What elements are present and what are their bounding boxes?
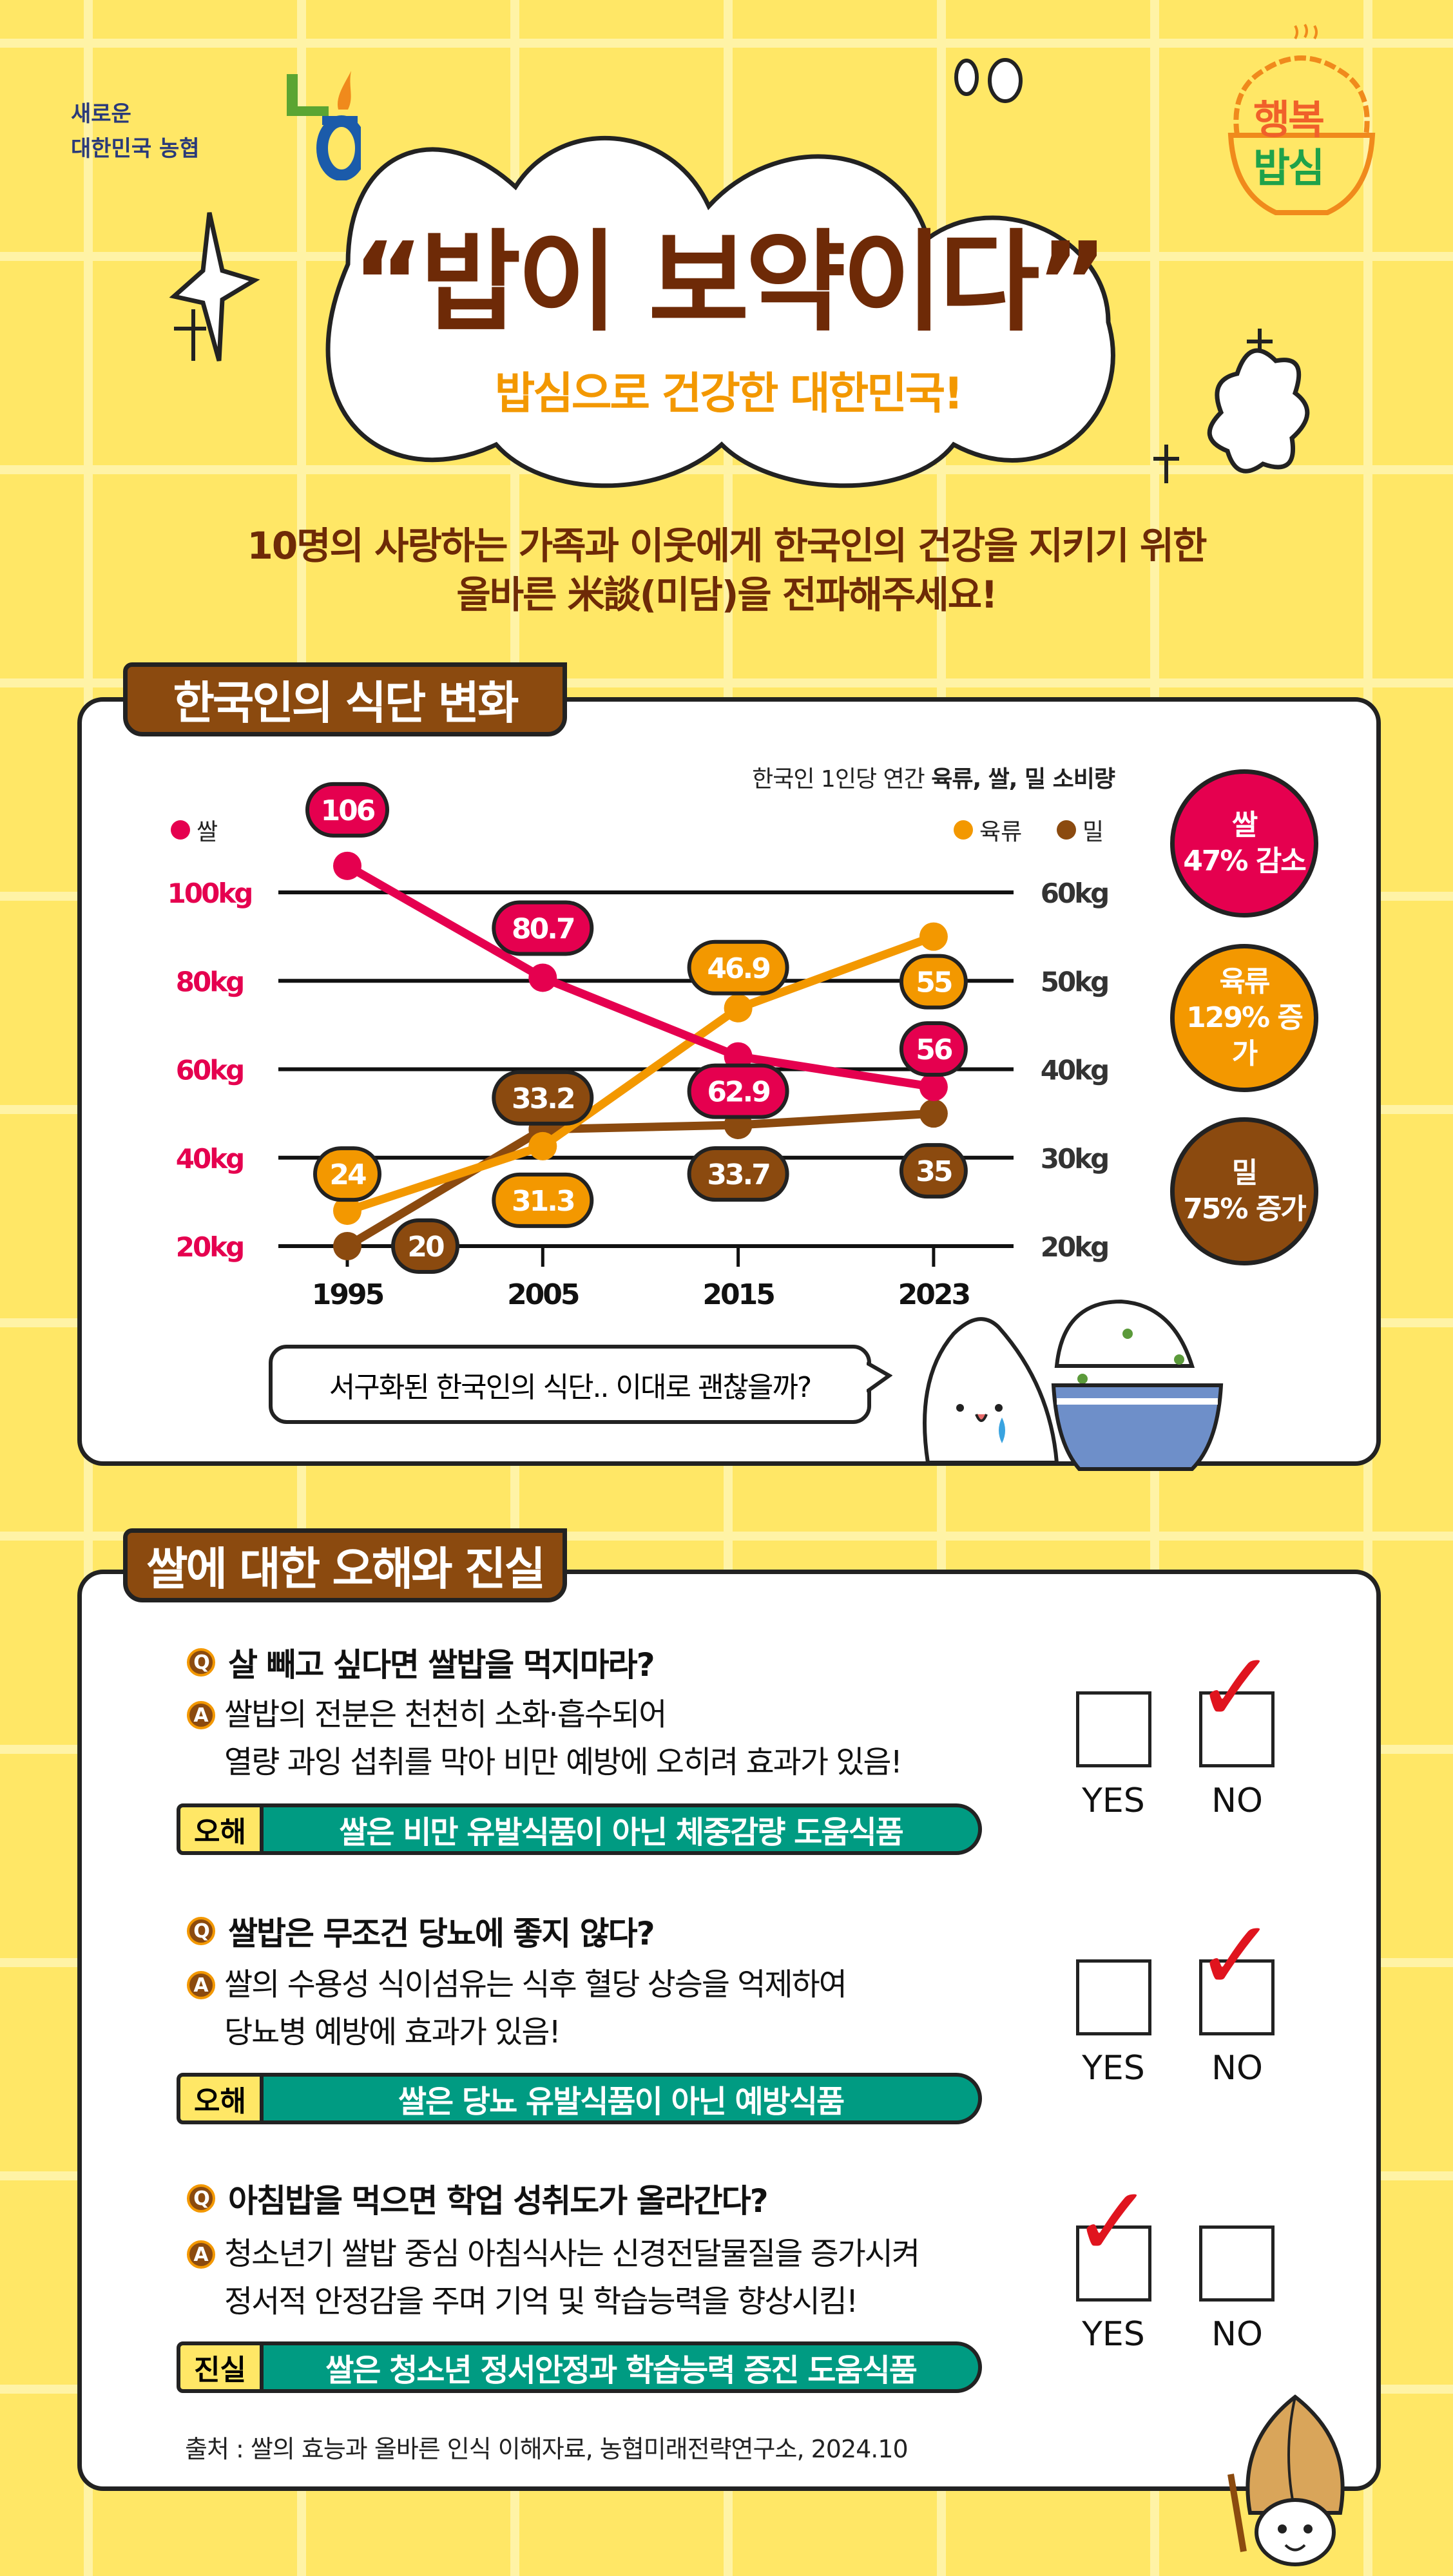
plus-icons (174, 309, 1273, 483)
a-icon: A (187, 1971, 215, 1999)
small-cloud-icon (1207, 348, 1310, 474)
yes-checkbox-3[interactable] (1076, 2225, 1151, 2302)
question-1-text: 살 빼고 싶다면 쌀밥을 먹지마라? (228, 1646, 655, 1684)
legend-rice-dot (171, 820, 190, 840)
intro-line2: 올바른 米談(미담)을 전파해주세요! (456, 573, 997, 617)
chart-subtitle: 한국인 1인당 연간 육류, 쌀, 밀 소비량 (752, 760, 1115, 794)
yes-label-2: YES (1082, 2049, 1145, 2088)
legend-wheat-dot (1057, 820, 1076, 840)
summary-3-text: 쌀은 청소년 정서안정과 학습능력 증진 도움식품 (264, 2341, 982, 2393)
summary-banner-1: 오해 쌀은 비만 유발식품이 아닌 체중감량 도움식품 (177, 1803, 982, 1855)
badge-wheat-name: 밀 (1231, 1157, 1258, 1189)
rice-mascot-illustration (923, 1299, 1224, 1471)
check-mark-icon: ✓ (1195, 1900, 1276, 2012)
badge-rice-name: 쌀 (1231, 809, 1258, 841)
page-subtitle: 밥심으로 건강한 대한민국! (494, 369, 964, 419)
yes-checkbox-1[interactable] (1076, 1691, 1151, 1767)
legend-meat-dot (954, 820, 973, 840)
tag-myth: 오해 (177, 1803, 264, 1855)
rice-grain-character (923, 1317, 1059, 1465)
no-label-3: NO (1211, 2315, 1263, 2354)
yes-label-1: YES (1082, 1782, 1145, 1820)
q-icon: Q (187, 1648, 215, 1677)
summary-banner-2: 오해 쌀은 당뇨 유발식품이 아닌 예방식품 (177, 2073, 982, 2124)
badge-wheat: 밀 75% 증가 (1170, 1117, 1318, 1265)
badge-rice: 쌀 47% 감소 (1170, 769, 1318, 918)
speech-tail-icon (867, 1361, 892, 1394)
decorations (169, 58, 1310, 483)
question-1: Q 살 빼고 싶다면 쌀밥을 먹지마라? (187, 1639, 655, 1686)
page-title: “밥이 보약이다” (352, 219, 1108, 347)
logo-line1: 새로운 (71, 101, 131, 127)
tag-myth: 오해 (177, 2073, 264, 2124)
sparkle-icon (169, 212, 260, 361)
rice-seed-mascot-illustration (1227, 2394, 1345, 2566)
source-citation: 출처 : 쌀의 효능과 올바른 인식 이해자료, 농협미래전략연구소, 2024… (185, 2435, 909, 2463)
question-3-text: 아침밥을 먹으면 학업 성취도가 올라간다? (228, 2182, 769, 2220)
badge-meat-name: 육류 (1219, 965, 1271, 998)
logo-line2: 대한민국 농협 (71, 136, 200, 162)
badge-meat: 육류 129% 증가 (1170, 944, 1318, 1092)
badge-meat-text: 129% 증가 (1186, 1001, 1304, 1070)
legend-rice: 쌀 (171, 813, 218, 847)
legend-wheat: 밀 (1057, 813, 1104, 847)
tag-truth: 진실 (177, 2341, 264, 2393)
q-icon: Q (187, 2184, 215, 2213)
yes-label-3: YES (1082, 2315, 1145, 2354)
summary-banner-3: 진실 쌀은 청소년 정서안정과 학습능력 증진 도움식품 (177, 2341, 982, 2393)
no-label-2: NO (1211, 2049, 1263, 2088)
question-2: Q 쌀밥은 무조건 당뇨에 좋지 않다? (187, 1908, 655, 1954)
legend-wheat-label: 밀 (1083, 819, 1104, 845)
summary-2-text: 쌀은 당뇨 유발식품이 아닌 예방식품 (264, 2073, 982, 2124)
chart-subtitle-bold: 육류, 쌀, 밀 소비량 (931, 766, 1115, 793)
question-3: Q 아침밥을 먹으면 학업 성취도가 올라간다? (187, 2175, 769, 2222)
happy-bapsim-logo: 행복 밥심 (1224, 19, 1379, 219)
legend-meat-label: 육류 (979, 819, 1023, 845)
q-icon: Q (187, 1917, 215, 1945)
no-checkbox-2[interactable] (1199, 1959, 1275, 2035)
diet-section-tab: 한국인의 식단 변화 (123, 662, 567, 736)
rice-bowl-icon (1227, 23, 1376, 215)
myth-truth-card (77, 1570, 1381, 2491)
a-icon: A (187, 1701, 215, 1729)
legend-rice-label: 쌀 (197, 819, 218, 845)
happy-logo-line2: 밥심 (1253, 144, 1325, 191)
a-icon: A (187, 2240, 215, 2269)
answer-1-line2: 열량 과잉 섭취를 막아 비만 예방에 오히려 효과가 있음! (224, 1744, 903, 1780)
no-checkbox-1[interactable] (1199, 1691, 1275, 1767)
happy-logo-line1: 행복 (1253, 96, 1325, 143)
myth-section-tab: 쌀에 대한 오해와 진실 (123, 1528, 567, 1602)
check-mark-icon: ✓ (1195, 1632, 1276, 1744)
legend-meat: 육류 (954, 813, 1022, 847)
answer-2-line1: 쌀의 수용성 식이섬유는 식후 혈당 상승을 억제하여 (224, 1966, 847, 2003)
answer-2-line2: 당뇨병 예방에 효과가 있음! (224, 2014, 561, 2050)
badge-rice-text: 47% 감소 (1183, 845, 1307, 878)
nh-logo-icon (287, 71, 361, 180)
speech-bubble: 서구화된 한국인의 식단.. 이대로 괜찮을까? (269, 1345, 871, 1424)
no-checkbox-3[interactable] (1199, 2225, 1275, 2302)
yes-checkbox-2[interactable] (1076, 1959, 1151, 2035)
summary-1-text: 쌀은 비만 유발식품이 아닌 체중감량 도움식품 (264, 1803, 982, 1855)
answer-3-line1: 청소년기 쌀밥 중심 아침식사는 신경전달물질을 증가시켜 (224, 2236, 920, 2272)
intro-line1: 10명의 사랑하는 가족과 이웃에게 한국인의 건강을 지키기 위한 (247, 524, 1207, 568)
nh-logo-text: 새로운 대한민국 농협 (71, 97, 200, 166)
answer-3-line2: 정서적 안정감을 주며 기억 및 학습능력을 향상시킴! (224, 2283, 858, 2320)
no-label-1: NO (1211, 1782, 1263, 1820)
bowl-icon (1051, 1383, 1224, 1471)
question-2-text: 쌀밥은 무조건 당뇨에 좋지 않다? (228, 1915, 655, 1952)
badge-wheat-text: 75% 증가 (1183, 1193, 1307, 1226)
check-mark-icon: ✓ (1072, 2166, 1153, 2278)
answer-1-line1: 쌀밥의 전분은 천천히 소화·흡수되어 (224, 1697, 667, 1733)
bubble-circles (954, 58, 1023, 103)
chart-subtitle-plain: 한국인 1인당 연간 (752, 766, 932, 793)
title-cloud (325, 135, 1115, 488)
